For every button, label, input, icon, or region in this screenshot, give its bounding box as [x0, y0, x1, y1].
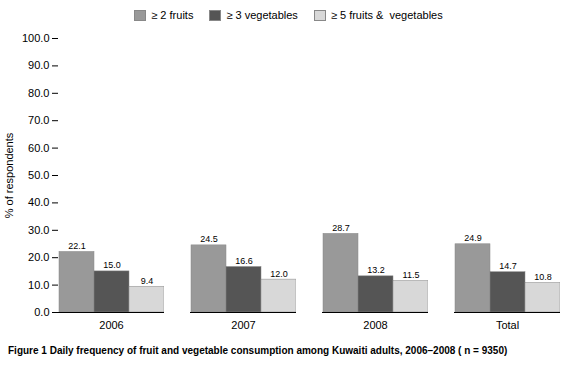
svg-text:80.0: 80.0 — [28, 87, 49, 99]
svg-text:Total: Total — [496, 319, 519, 331]
svg-text:13.2: 13.2 — [367, 265, 385, 275]
svg-text:15.0: 15.0 — [103, 260, 121, 270]
svg-text:10.0: 10.0 — [28, 279, 49, 291]
svg-text:11.5: 11.5 — [403, 270, 420, 280]
svg-text:30.0: 30.0 — [28, 224, 49, 236]
svg-text:40.0: 40.0 — [28, 196, 49, 208]
svg-text:% of respondents: % of respondents — [3, 132, 15, 218]
svg-text:24.9: 24.9 — [464, 233, 482, 243]
html-text:≥ 5 fruits & vegetables: ≥ 5 fruits & vegetables — [330, 9, 443, 21]
html-text:Figure 1 Daily frequency of fr: Figure 1 Daily frequency of fruit and ve… — [8, 345, 508, 356]
svg-text:20.0: 20.0 — [28, 251, 49, 263]
svg-text:70.0: 70.0 — [28, 114, 49, 126]
svg-text:100.0: 100.0 — [22, 32, 50, 44]
svg-text:90.0: 90.0 — [28, 59, 49, 71]
svg-text:10.8: 10.8 — [534, 272, 552, 282]
svg-text:24.5: 24.5 — [200, 234, 218, 244]
svg-text:2008: 2008 — [363, 319, 387, 331]
svg-text:2007: 2007 — [231, 319, 255, 331]
svg-text:16.6: 16.6 — [235, 256, 253, 266]
svg-text:14.7: 14.7 — [499, 261, 517, 271]
svg-text:28.7: 28.7 — [332, 223, 350, 233]
svg-text:50.0: 50.0 — [28, 169, 49, 181]
svg-text:9.4: 9.4 — [141, 276, 154, 286]
svg-text:12.0: 12.0 — [270, 269, 288, 279]
svg-text:22.1: 22.1 — [68, 241, 86, 251]
svg-text:2006: 2006 — [99, 319, 123, 331]
svg-text:0.0: 0.0 — [34, 306, 49, 318]
html-text:≥ 2 fruits: ≥ 2 fruits — [151, 9, 194, 21]
html-text:≥ 3 vegetables: ≥ 3 vegetables — [226, 9, 298, 21]
svg-text:60.0: 60.0 — [28, 142, 49, 154]
